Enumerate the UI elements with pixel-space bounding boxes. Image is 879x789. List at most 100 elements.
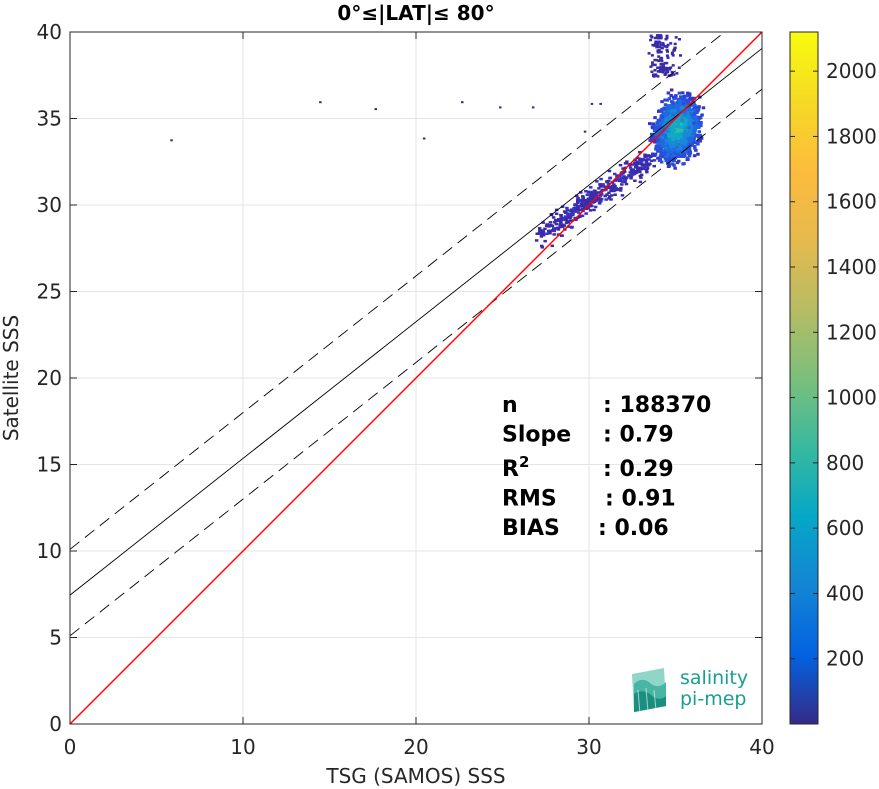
density-point [593, 199, 598, 203]
density-point [655, 138, 660, 141]
density-point [622, 175, 626, 178]
density-point [657, 40, 661, 43]
density-point [554, 212, 559, 215]
density-point [682, 162, 686, 166]
density-point [683, 130, 687, 134]
y-tick-label: 15 [37, 453, 62, 477]
density-point [669, 66, 673, 69]
density-point [685, 142, 689, 145]
density-point [613, 172, 617, 176]
density-point [622, 170, 627, 174]
density-point [569, 208, 574, 211]
density-point [679, 54, 682, 57]
density-point [674, 123, 678, 126]
density-point [677, 109, 681, 113]
logo-line2: pi-mep [680, 688, 746, 710]
density-point [628, 166, 633, 169]
density-point [682, 106, 687, 110]
density-point [631, 173, 635, 176]
density-point [550, 244, 554, 248]
density-point [599, 197, 604, 201]
density-point [567, 213, 572, 217]
density-point [675, 72, 679, 75]
density-point [552, 229, 556, 233]
outlier-point [599, 102, 602, 105]
x-tick-label: 0 [64, 735, 77, 759]
density-point [670, 116, 675, 120]
density-point [670, 109, 674, 113]
density-point [660, 59, 664, 63]
density-point [599, 200, 603, 203]
density-point [578, 215, 582, 218]
density-point [687, 146, 692, 150]
density-point [671, 153, 676, 157]
density-point [673, 146, 677, 150]
density-point [588, 209, 593, 212]
y-tick-label: 20 [37, 366, 62, 390]
density-point [645, 162, 649, 166]
density-point [696, 119, 700, 123]
density-point [678, 38, 681, 41]
density-point [687, 154, 692, 158]
density-point [578, 208, 582, 212]
colorbar-tick-label: 800 [826, 451, 864, 475]
density-point [597, 187, 601, 190]
density-point [676, 153, 680, 157]
x-axis-label: TSG (SAMOS) SSS [325, 764, 505, 788]
density-point [591, 190, 595, 194]
density-point [654, 144, 659, 148]
density-point [643, 153, 647, 156]
density-point [563, 215, 568, 218]
density-point [667, 97, 672, 101]
density-point [687, 143, 692, 147]
density-point [696, 133, 700, 137]
colorbar-tick-label: 1600 [826, 190, 877, 214]
density-point [690, 96, 694, 100]
density-point [570, 225, 574, 229]
density-point [669, 152, 674, 156]
density-point [608, 176, 613, 180]
density-point [699, 124, 703, 128]
density-point [618, 189, 623, 192]
density-point [655, 121, 659, 125]
density-point [639, 167, 643, 171]
density-point [647, 158, 651, 161]
density-point [664, 140, 668, 144]
density-point [662, 66, 666, 69]
density-point [665, 48, 669, 52]
density-point [695, 111, 699, 114]
density-point [629, 168, 634, 172]
density-point [558, 225, 562, 229]
density-point [638, 160, 643, 164]
density-point [644, 169, 649, 172]
density-point [662, 43, 665, 47]
density-point [620, 183, 624, 186]
density-point [595, 180, 599, 183]
density-point [662, 152, 666, 156]
density-point [690, 131, 694, 135]
density-point [659, 70, 663, 73]
density-point [600, 188, 605, 192]
stat-label: RMS [502, 487, 557, 512]
density-point [581, 207, 585, 211]
density-point [636, 169, 641, 172]
outlier-point [499, 106, 502, 109]
density-point [665, 61, 669, 65]
outlier-point [583, 130, 587, 133]
density-point [681, 124, 686, 128]
density-point [676, 129, 680, 133]
density-point [578, 199, 582, 202]
density-point [701, 106, 706, 110]
density-point [683, 131, 688, 135]
density-point [634, 171, 638, 174]
density-point [543, 227, 547, 230]
density-point [690, 119, 694, 123]
density-point [687, 113, 691, 117]
density-point [692, 101, 696, 105]
density-point [586, 206, 591, 210]
density-point [678, 147, 683, 150]
density-point [646, 163, 651, 167]
density-point [572, 210, 576, 213]
density-point [668, 123, 673, 127]
density-point [654, 44, 658, 47]
